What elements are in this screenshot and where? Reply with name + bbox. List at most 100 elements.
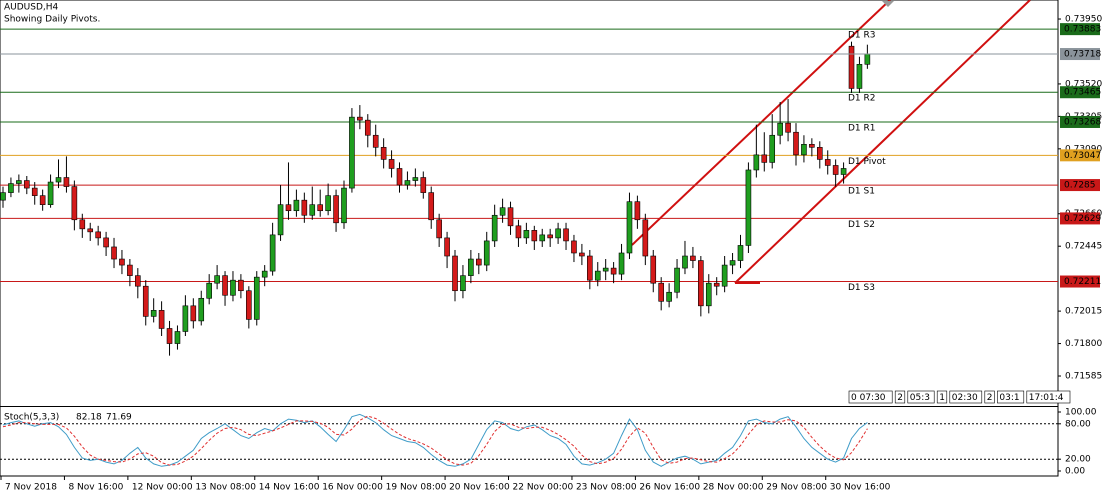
price-tag-label: 0.73047 [1064,151,1101,161]
y-tick-label: 0.72015 [1065,307,1102,317]
y-tick-label: 0.73520 [1065,79,1102,89]
pivot-name: D1 R1 [848,123,876,133]
candle-body [190,305,197,322]
candle-body [690,255,696,261]
candle-body [856,64,863,89]
candle-body [801,144,807,156]
candle-body [468,258,474,276]
candle-body [357,116,363,121]
timer-box [949,390,983,404]
candle-body [785,122,791,133]
candle-body [816,147,823,160]
timer-label: 0 07:30 [851,393,886,403]
candle-body [642,219,649,257]
candle-body [420,177,427,193]
candle-body [222,275,228,296]
candle-body [277,204,284,236]
candle-body [285,204,292,212]
candle-body [182,305,189,332]
candle-body [809,144,815,148]
timer-label: 03:1 [999,393,1019,403]
candle-body [166,328,173,344]
candle-body [309,204,316,216]
price-tag-label: 0.72629 [1064,214,1101,224]
x-tick-label: 16 Nov 00:00 [322,483,383,493]
price-tag [1060,23,1100,36]
timer-box [894,390,906,404]
candle-body [666,291,672,302]
candle-body [864,53,871,65]
osc-line [2,413,868,467]
candle-body [761,154,768,163]
timer-box [984,390,995,404]
timer-label: 17:01:4 [1029,393,1064,403]
candle-body [293,199,300,212]
price-tag [1060,115,1100,128]
candle-body [16,180,22,184]
candle-body [705,282,712,307]
price-tag-label: 0.73465 [1064,88,1101,98]
candle-body [507,207,514,227]
candle-body [79,219,86,230]
candle-body [87,228,94,233]
candle-body [634,201,641,221]
osc-y-tick-label: 100.00 [1065,408,1097,418]
candle-body [103,237,109,248]
candle-body [658,282,664,302]
pivot-name: D1 R2 [848,94,876,104]
price-tag [1060,179,1100,192]
pivot-name: D1 R3 [848,31,876,41]
candle-body [547,234,553,239]
timer-box [936,390,948,404]
candle-body [563,228,569,242]
osc-value: 82.18 [76,413,102,423]
trend-line [631,0,891,246]
x-tick-label: 23 Nov 08:00 [576,483,637,493]
candle-body [63,177,70,187]
x-tick-label: 12 Nov 00:00 [132,483,193,493]
x-tick-label: 29 Nov 08:00 [766,483,827,493]
osc-y-tick-label: 20.00 [1065,455,1091,465]
x-tick-label: 7 Nov 2018 [5,483,57,493]
price-tag-label: 0.72211 [1064,277,1101,287]
candle-body [349,116,355,189]
candle-body [206,282,212,299]
candle-body [301,199,308,216]
candle-body [261,270,268,278]
timer-box [907,390,935,404]
candle-body [840,168,847,175]
candle-body [246,290,252,320]
candle-body [388,159,395,169]
candle-body [515,225,522,239]
candle-body [571,240,577,254]
candle-body [824,159,831,166]
candle-body [142,285,149,317]
candle-body [460,275,466,292]
candle-body [253,276,260,320]
y-tick-label: 0.71585 [1065,372,1102,382]
price-tag [1060,212,1100,225]
price-tag [1060,149,1100,162]
candle-body [55,177,62,183]
candle-body [729,260,736,266]
price-tag-label: 0.73883 [1064,25,1101,35]
candle-body [412,177,419,181]
candle-body [341,187,347,224]
timer-label: 05:3 [910,393,930,403]
candle-body [602,267,609,272]
y-tick-label: 0.71800 [1065,339,1102,349]
y-tick-label: 0.72445 [1065,242,1102,252]
candle-body [491,214,498,242]
timer-label: 1 [939,393,945,403]
timer-box [997,390,1025,404]
timer-label: 2 [897,393,903,403]
price-tag-label: 0.7285 [1064,181,1096,191]
candle-body [753,154,760,171]
candle-body [269,234,276,272]
x-tick-label: 19 Nov 08:00 [386,483,447,493]
candle-body [23,180,30,189]
candle-body [769,134,776,163]
candle-body [436,219,442,239]
candle-body [523,230,530,239]
candle-body [579,252,585,257]
